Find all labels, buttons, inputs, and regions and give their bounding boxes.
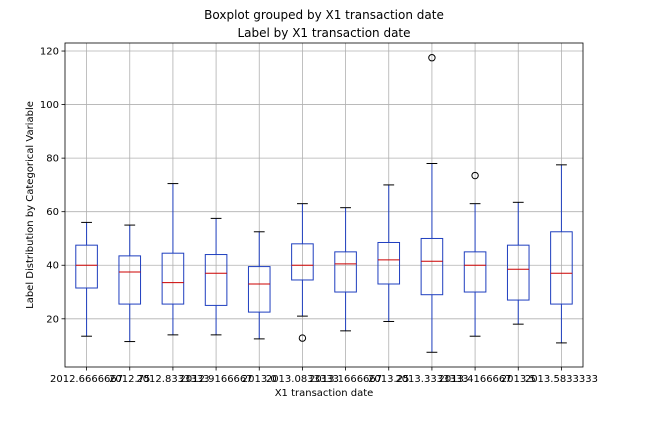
- box-group: [204, 217, 228, 336]
- box-group: [550, 164, 573, 344]
- iqr-box: [463, 251, 487, 293]
- x-tick-label: 2013.0833333: [266, 374, 339, 385]
- x-tick-label: 2013.5833333: [525, 374, 598, 385]
- box-group: [377, 184, 401, 322]
- x-tick-label: 2013.25: [368, 374, 409, 385]
- box-group: [118, 224, 142, 343]
- x-tick-label: 2012.75: [109, 374, 150, 385]
- iqr-box: [550, 231, 573, 305]
- x-tick-label: 2013.4166667: [438, 374, 511, 385]
- box-group: [161, 183, 185, 336]
- y-tick-label: 40: [46, 261, 59, 272]
- box-group: [506, 201, 530, 325]
- iqr-box: [420, 237, 444, 296]
- box-group: [334, 207, 357, 332]
- box-group: [463, 171, 487, 337]
- box-layer: [75, 54, 573, 353]
- iqr-box: [204, 254, 228, 306]
- x-tick-label: 2012.6666667: [50, 374, 123, 385]
- x-tick-label: 2013.1666667: [309, 374, 382, 385]
- y-tick-label: 60: [46, 207, 59, 218]
- box-group: [75, 221, 98, 337]
- box-group: [420, 54, 444, 353]
- grid-layer: [65, 43, 583, 367]
- x-tick-label: 2013.3333333: [395, 374, 468, 385]
- iqr-box: [247, 266, 271, 313]
- x-tick-label: 2012.8333333: [136, 374, 209, 385]
- x-tick-label: 2013.5: [501, 374, 536, 385]
- x-tick-label: 2013.0: [242, 374, 277, 385]
- iqr-box: [161, 252, 185, 305]
- outlier-point: [428, 54, 436, 62]
- iqr-box: [118, 255, 142, 305]
- y-tick-label: 120: [40, 47, 59, 58]
- x-axis-label: X1 transaction date: [275, 388, 374, 399]
- chart-title: Boxplot grouped by X1 transaction date: [204, 8, 444, 22]
- box-group: [247, 231, 271, 340]
- y-tick-label: 100: [40, 100, 59, 111]
- outlier-point: [471, 171, 479, 180]
- y-tick-label: 20: [46, 314, 59, 325]
- axis-layer: 20 40 60 80 100 120 2012.66666672012.752012.83…: [40, 42, 598, 385]
- outlier-point: [298, 334, 307, 342]
- iqr-box: [506, 244, 530, 301]
- iqr-box: [377, 241, 401, 285]
- iqr-box: [75, 244, 98, 289]
- chart-subtitle: Label by X1 transaction date: [237, 26, 410, 40]
- y-axis-label: Label Distribution by Categorical Variab…: [25, 101, 36, 309]
- iqr-box: [291, 243, 314, 281]
- plot-frame: [64, 42, 584, 368]
- x-tick-label: 2012.9166667: [179, 374, 252, 385]
- box-group: [291, 203, 314, 342]
- iqr-box: [334, 251, 357, 293]
- y-tick-label: 80: [46, 154, 59, 165]
